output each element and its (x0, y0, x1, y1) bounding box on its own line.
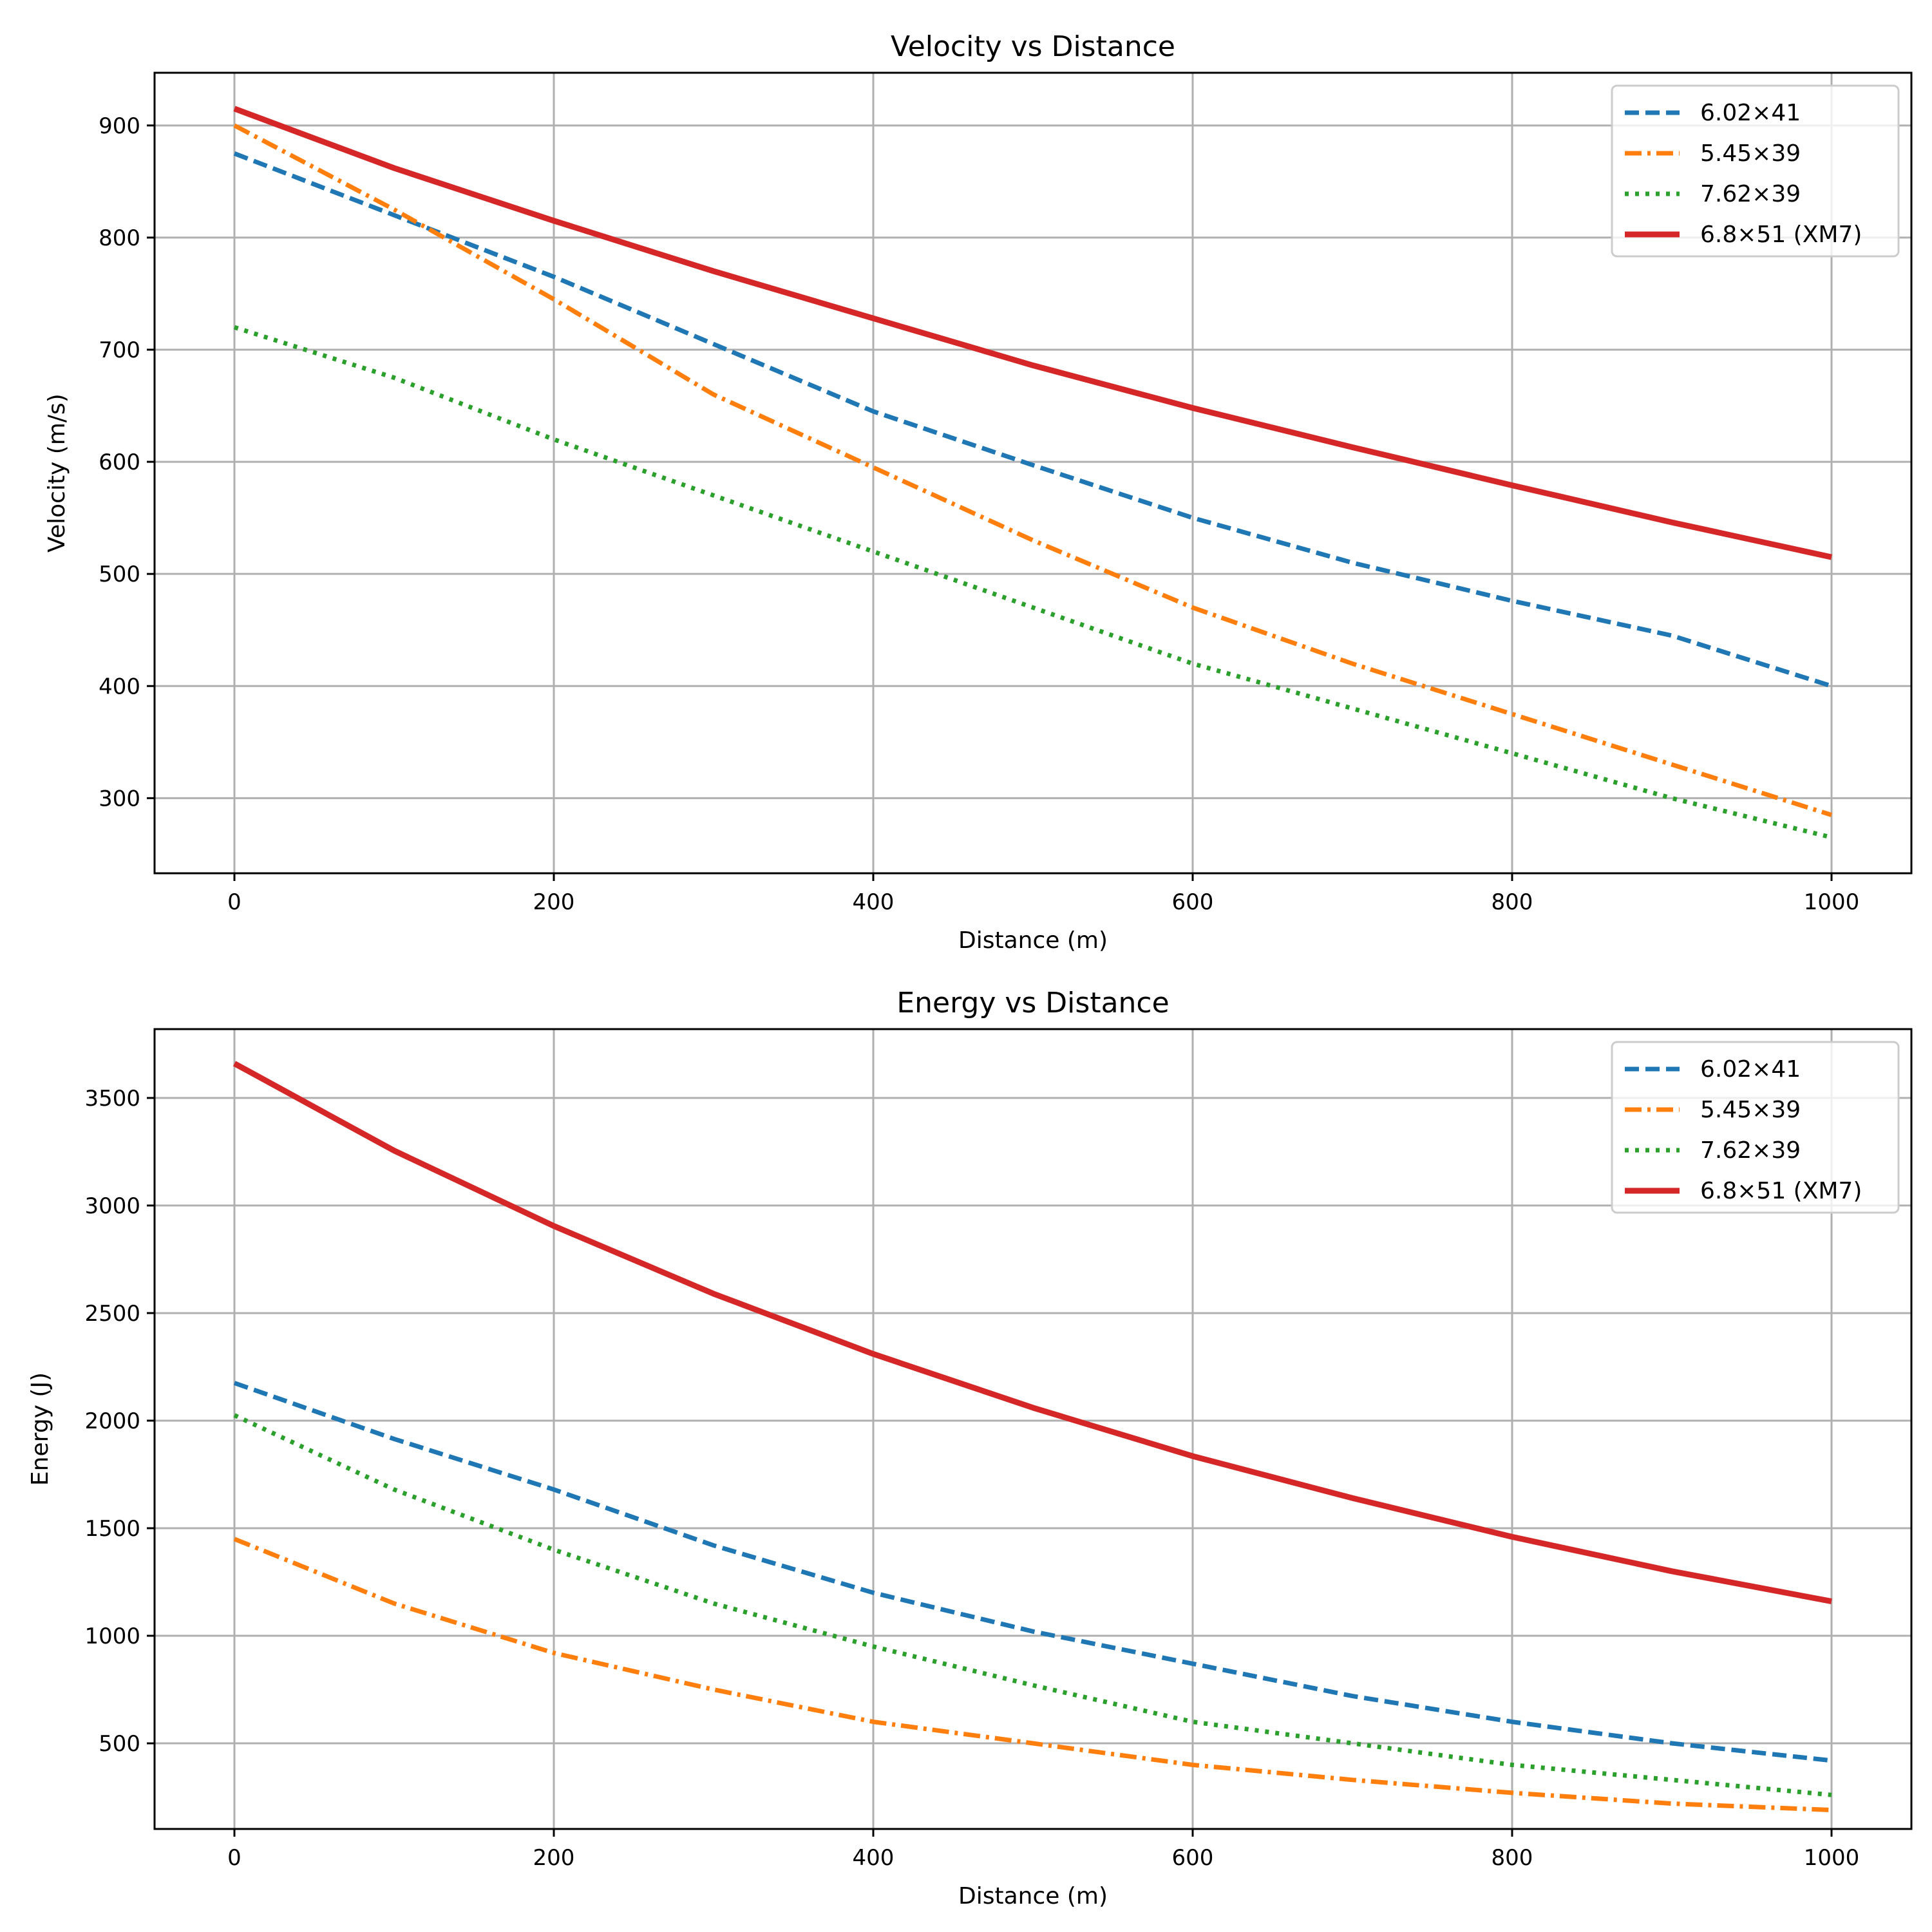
axes-frame (153, 71, 1913, 875)
y-tick-label: 2000 (84, 1408, 140, 1434)
y-axis-label: Energy (J) (27, 1372, 53, 1486)
legend: 6.02×41 5.45×39 7.62×39 6.8×51 (XM7) (1611, 84, 1900, 258)
x-tick-label: 0 (227, 889, 242, 915)
legend-label: 6.02×41 (1700, 100, 1801, 126)
x-tick-label: 1000 (1804, 889, 1860, 915)
chart-panel-energy: 0 200 400 600 800 1000 500 1000 1500 2000 2500 3000… (27, 987, 1913, 1909)
legend-box (1611, 1041, 1900, 1214)
axes-frame (153, 1028, 1913, 1830)
legend-label: 6.8×51 (XM7) (1700, 222, 1862, 248)
series-line-6-8-51-xm7- (233, 106, 1832, 560)
x-axis-label: Distance (m) (958, 1883, 1108, 1909)
x-tick-label: 400 (853, 889, 895, 915)
y-tick-label: 1000 (84, 1624, 140, 1649)
series-line-6-02-41 (233, 151, 1833, 688)
x-tick-label: 800 (1492, 889, 1533, 915)
legend-label: 7.62×39 (1700, 1137, 1801, 1164)
x-tick-label: 0 (227, 1845, 242, 1871)
series-line-7-62-39 (233, 1413, 1832, 1797)
legend-label: 7.62×39 (1700, 181, 1801, 207)
legend-box (1611, 84, 1900, 258)
legend-label: 6.8×51 (XM7) (1700, 1178, 1862, 1204)
legend-label: 5.45×39 (1700, 140, 1801, 167)
chart-title: Energy vs Distance (896, 987, 1169, 1019)
x-tick-label: 600 (1172, 1845, 1214, 1871)
series-line-6-8-51-xm7- (232, 1061, 1832, 1605)
chart-title: Velocity vs Distance (891, 30, 1175, 63)
series-line-6-02-41 (233, 1381, 1832, 1763)
y-tick-label: 600 (99, 450, 140, 475)
x-tick-label: 600 (1172, 889, 1214, 915)
x-tick-label: 200 (533, 1845, 575, 1871)
y-tick-label: 2500 (84, 1301, 140, 1327)
x-tick-label: 200 (533, 889, 575, 915)
y-tick-label: 300 (99, 786, 140, 811)
y-tick-label: 700 (99, 337, 140, 363)
legend-label: 5.45×39 (1700, 1097, 1801, 1123)
y-tick-label: 800 (99, 225, 140, 251)
legend: 6.02×41 5.45×39 7.62×39 6.8×51 (XM7) (1611, 1041, 1900, 1214)
x-tick-label: 800 (1492, 1845, 1533, 1871)
y-axis-label: Velocity (m/s) (44, 393, 70, 553)
series-line-7-62-39 (233, 325, 1832, 840)
series-line-5-45-39 (233, 1537, 1832, 1813)
y-tick-label: 1500 (84, 1516, 140, 1542)
x-tick-label: 1000 (1804, 1845, 1860, 1871)
y-tick-label: 500 (99, 1731, 140, 1757)
x-axis-label: Distance (m) (958, 927, 1108, 954)
y-tick-label: 3500 (84, 1086, 140, 1112)
x-tick-label: 400 (853, 1845, 895, 1871)
y-tick-label: 3000 (84, 1193, 140, 1219)
chart-panel-velocity: 0 200 400 600 800 1000 300 400 500 600 700 800 900 Ve… (44, 30, 1913, 954)
y-tick-label: 500 (99, 562, 140, 587)
series-line-5-45-39 (233, 123, 1833, 817)
y-tick-label: 400 (99, 674, 140, 699)
legend-label: 6.02×41 (1700, 1056, 1801, 1083)
y-tick-label: 900 (99, 113, 140, 139)
